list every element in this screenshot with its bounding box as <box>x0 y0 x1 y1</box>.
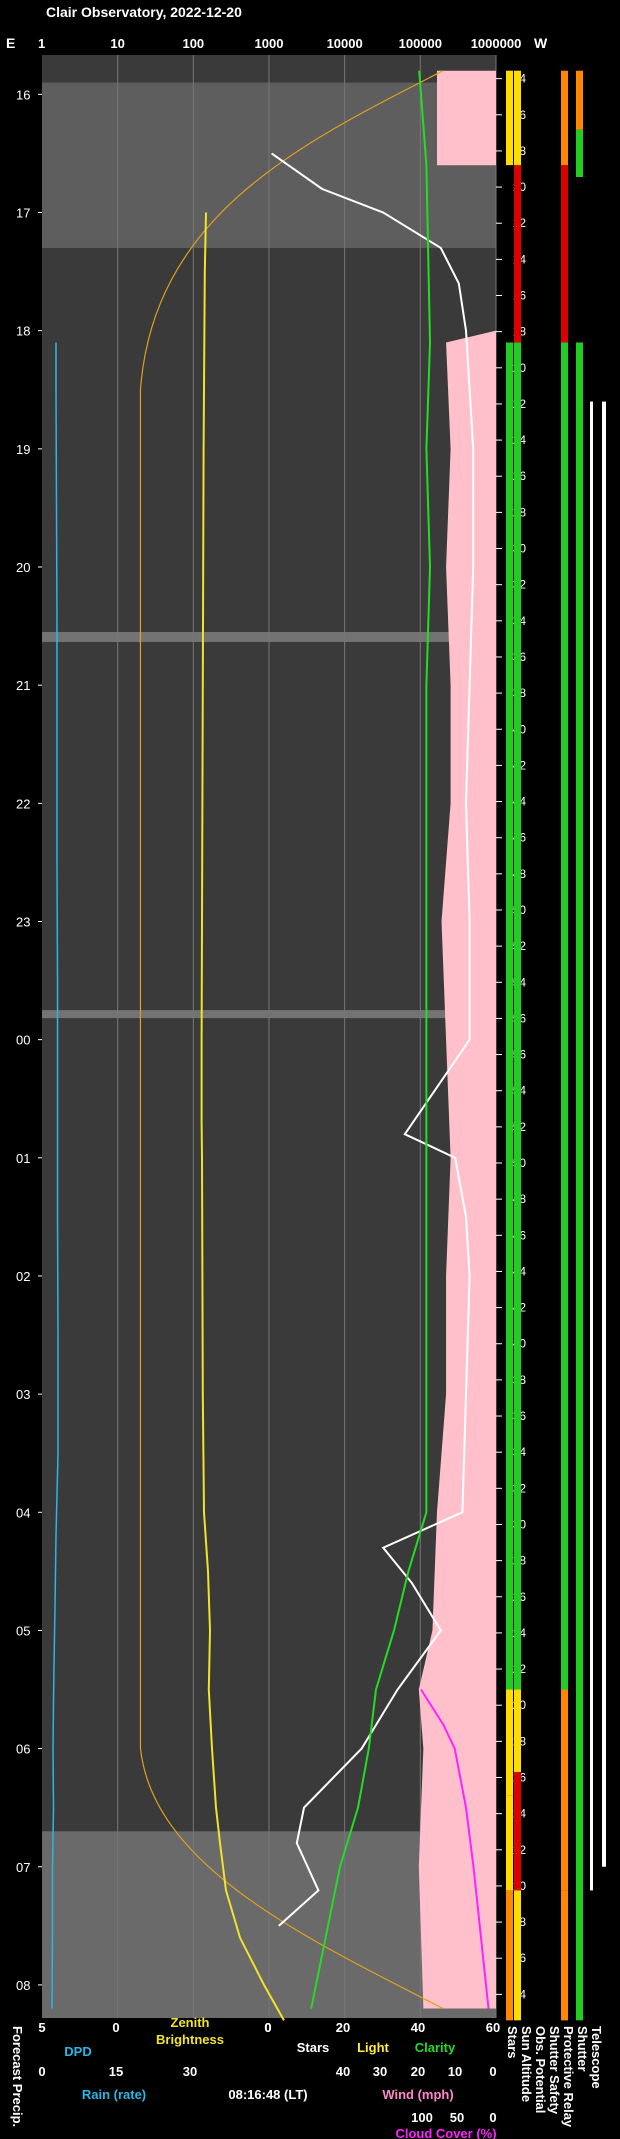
wind-tick-label: 30 <box>373 2064 387 2079</box>
top-tick-label: 100000 <box>399 36 442 51</box>
status-segment-shutter_safety <box>576 129 583 178</box>
top-tick-label: 1000000 <box>471 36 522 51</box>
status-column-label: Shutter <box>575 2026 590 2072</box>
top-tick-label: 1 <box>38 36 45 51</box>
status-segment-shutter_safety <box>576 70 583 130</box>
wind-tick-label: 0 <box>489 2064 496 2079</box>
time-axis: 16 17 18 19 20 21 22 23 00 01 02 03 04 05 06 07 08 <box>16 87 42 1993</box>
stars-tick-label: 0 <box>264 2020 271 2035</box>
rain-tick-label: 0 <box>38 2064 45 2079</box>
status-segment-shutter_safety <box>576 342 583 2021</box>
stars-line <box>271 152 475 1927</box>
rain-tick-label: 15 <box>109 2064 123 2079</box>
status-segment-stars <box>506 165 513 343</box>
time-tick-label: 08 <box>16 1978 30 1993</box>
status-bars <box>506 70 606 2021</box>
status-segment-obs_potential <box>561 1689 568 1891</box>
time-tick-label: 19 <box>16 442 30 457</box>
top-tick-label: 100 <box>182 36 204 51</box>
status-column-label: Sun Altitude <box>519 2026 534 2102</box>
top-tick-label: 10000 <box>327 36 363 51</box>
status-segment-sun_altitude <box>514 1689 521 1773</box>
time-tick-label: 21 <box>16 678 30 693</box>
dpd-tick-label: 5 <box>38 2020 45 2035</box>
time-tick-label: 16 <box>16 87 30 102</box>
stars-tick-label: 40 <box>411 2020 425 2035</box>
time-tick-label: 20 <box>16 560 30 575</box>
cloud-cover-line <box>420 1688 490 2009</box>
status-segment-sun_altitude <box>514 70 521 166</box>
timestamp: 08:16:48 (LT) <box>228 2087 307 2102</box>
time-tick-label: 23 <box>16 914 30 929</box>
wind-tick-label: 20 <box>411 2064 425 2079</box>
telescope-bar <box>602 401 606 1867</box>
status-column-label: Telescope <box>589 2026 604 2089</box>
wind-tick-label: 10 <box>448 2064 462 2079</box>
status-segment-sun_altitude <box>514 165 521 343</box>
status-column-label: Protective Relay <box>561 2026 576 2128</box>
dpd-axis-label: DPD <box>64 2044 91 2059</box>
east-label: E <box>6 35 15 51</box>
status-segment-stars <box>506 70 513 166</box>
zenith-axis-label: Zenith <box>171 2015 210 2030</box>
clarity-line <box>310 70 432 2009</box>
status-segment-stars <box>506 1890 513 2021</box>
stars-axis-label: Stars <box>297 2040 330 2055</box>
time-tick-label: 05 <box>16 1623 30 1638</box>
rain-tick-label: 30 <box>183 2064 197 2079</box>
light-axis-label: Light <box>357 2040 389 2055</box>
status-column-label: Obs. Potential <box>533 2026 548 2113</box>
cloud-tick-label: 0 <box>489 2110 496 2125</box>
zenith-axis-label: Brightness <box>156 2032 224 2047</box>
time-tick-label: 18 <box>16 324 30 339</box>
clarity-axis-label: Clarity <box>415 2040 456 2055</box>
status-segment-sun_altitude <box>514 1772 521 1891</box>
chart-title: Clair Observatory, 2022-12-20 <box>46 4 242 20</box>
time-tick-label: 07 <box>16 1860 30 1875</box>
zenith-tick-label: 0 <box>264 2020 271 2035</box>
status-segment-stars <box>506 1795 513 1891</box>
top-tick-label: 1000 <box>255 36 284 51</box>
status-segment-obs_potential <box>561 342 568 1690</box>
time-tick-label: 03 <box>16 1387 30 1402</box>
status-segment-obs_potential <box>561 165 568 343</box>
rain-axis-label: Rain (rate) <box>82 2087 146 2102</box>
time-tick-label: 22 <box>16 796 30 811</box>
cloud-tick-label: 50 <box>450 2110 464 2125</box>
cloud-axis-label: Cloud Cover (%) <box>395 2126 496 2139</box>
stars-tick-label: 20 <box>336 2020 350 2035</box>
status-column-label: Shutter Safety <box>547 2026 562 2115</box>
top-axis: 1 10 100 1000 10000 100000 1000000 <box>38 36 521 51</box>
sun-altitude-curve <box>139 70 444 2010</box>
time-tick-label: 04 <box>16 1505 30 1520</box>
zenith-brightness-line <box>200 212 285 2021</box>
wind-axis-label: Wind (mph) <box>382 2087 453 2102</box>
protective-relay-bar <box>590 401 593 1891</box>
wind-tick-label: 40 <box>336 2064 350 2079</box>
dpd-tick-label: 0 <box>112 2020 119 2035</box>
time-tick-label: 02 <box>16 1269 30 1284</box>
status-segment-stars <box>506 1689 513 1796</box>
status-segment-stars <box>506 342 513 1690</box>
status-segment-obs_potential <box>561 1890 568 2021</box>
time-tick-label: 00 <box>16 1033 30 1048</box>
cloud-tick-label: 100 <box>411 2110 433 2125</box>
time-tick-label: 17 <box>16 206 30 221</box>
series-layer <box>51 70 490 2021</box>
status-segment-sun_altitude <box>514 1890 521 2021</box>
west-label: W <box>534 35 548 51</box>
top-tick-label: 10 <box>110 36 124 51</box>
time-tick-label: 06 <box>16 1742 30 1757</box>
time-tick-label: 01 <box>16 1151 30 1166</box>
status-segment-shutter_safety <box>576 177 583 343</box>
status-segment-sun_altitude <box>514 342 521 1690</box>
status-column-label: Forecast Precip. <box>10 2026 25 2127</box>
status-column-label: Stars <box>505 2026 520 2059</box>
status-segment-obs_potential <box>561 70 568 166</box>
stars-tick-label: 60 <box>486 2020 500 2035</box>
dpd-line <box>51 342 59 2009</box>
